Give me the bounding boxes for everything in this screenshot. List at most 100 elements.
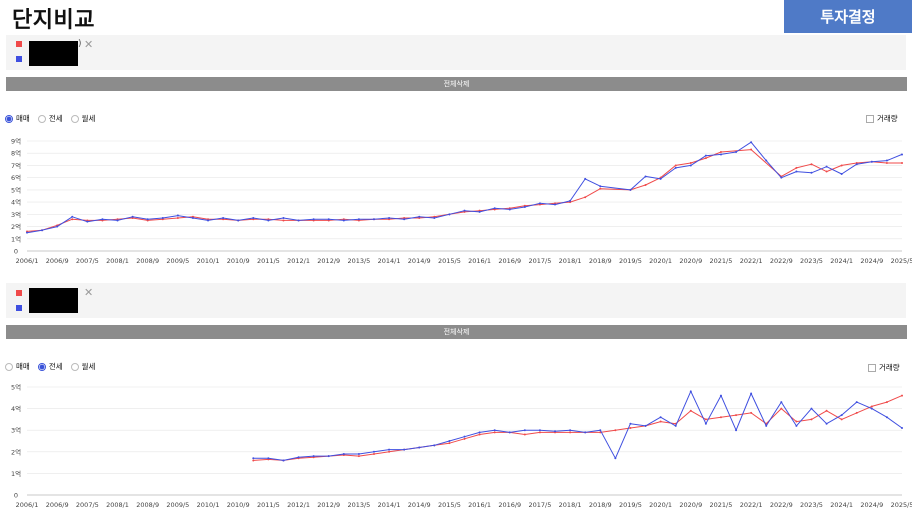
delete-all-button[interactable]: 전체삭제: [6, 77, 907, 91]
data-point-blue: [735, 429, 738, 432]
data-point-blue: [689, 390, 692, 393]
radio-sale[interactable]: [5, 114, 13, 123]
volume-label: 거래량: [877, 114, 898, 123]
data-point-blue: [780, 401, 783, 404]
y-tick-label: 8억: [11, 150, 21, 158]
data-point-blue: [765, 424, 768, 427]
data-point-blue: [282, 459, 285, 462]
y-tick-label: 1억: [11, 235, 21, 243]
data-point-red: [674, 164, 677, 167]
blue-square-icon: [16, 56, 22, 62]
x-tick-label: 2020/9: [679, 501, 702, 509]
data-point-blue: [312, 455, 315, 458]
x-tick-label: 2018/1: [559, 501, 582, 509]
data-point-blue: [342, 452, 345, 455]
x-tick-label: 2025/5: [891, 501, 912, 509]
data-point-blue: [131, 215, 134, 218]
data-point-blue: [403, 218, 406, 221]
radio-monthly[interactable]: [70, 114, 79, 123]
x-tick-label: 2006/9: [46, 257, 69, 265]
legend-entry-blue-2: [16, 305, 28, 311]
data-point-blue: [538, 429, 541, 432]
data-point-blue: [508, 431, 511, 434]
y-tick-label: 5억: [11, 384, 21, 392]
data-point-blue: [629, 188, 632, 191]
radio-monthly[interactable]: [70, 362, 79, 371]
x-tick-label: 2012/9: [317, 501, 340, 509]
data-point-red: [855, 411, 858, 414]
data-point-blue: [704, 154, 707, 157]
series-line-red: [26, 149, 902, 232]
x-tick-label: 2017/5: [528, 501, 551, 509]
data-point-blue: [599, 429, 602, 432]
data-point-red: [493, 431, 496, 434]
radio-sale[interactable]: [5, 362, 13, 371]
data-point-red: [372, 452, 375, 455]
data-point-blue: [26, 231, 28, 234]
x-tick-label: 2014/9: [408, 257, 431, 265]
x-tick-label: 2017/5: [528, 257, 551, 265]
data-point-blue: [478, 210, 481, 213]
x-tick-label: 2016/1: [468, 257, 491, 265]
data-point-blue: [252, 217, 255, 219]
radio-jeonse[interactable]: [37, 362, 46, 371]
invest-decision-button[interactable]: 투자결정: [784, 0, 912, 33]
x-tick-label: 2022/9: [770, 501, 793, 509]
data-point-red: [569, 431, 572, 434]
x-tick-label: 2015/5: [438, 257, 461, 265]
data-point-red: [719, 151, 722, 153]
x-tick-label: 2008/1: [106, 501, 129, 509]
volume-toggle-1: 거래량: [866, 113, 898, 124]
data-point-red: [629, 427, 632, 430]
x-tick-label: 2006/9: [46, 501, 69, 509]
y-tick-label: 7억: [11, 162, 21, 170]
data-point-blue: [780, 176, 783, 179]
data-point-blue: [523, 206, 526, 208]
data-point-blue: [855, 163, 858, 166]
redacted-block: [29, 41, 78, 66]
x-tick-label: 2010/1: [197, 501, 220, 509]
x-tick-label: 2011/5: [257, 501, 280, 509]
x-tick-label: 2022/1: [740, 257, 763, 265]
legend-entry-red-1: [16, 41, 28, 47]
x-tick-label: 2021/5: [710, 257, 733, 265]
radio-jeonse[interactable]: [37, 114, 46, 123]
radio-jeonse-label: 전세: [48, 114, 63, 123]
data-point-red: [704, 418, 707, 421]
legend-text-suffix: ): [78, 39, 82, 49]
x-tick-label: 2014/9: [408, 501, 431, 509]
data-point-blue: [237, 219, 240, 222]
volume-toggle-2: 거래량: [868, 362, 900, 373]
data-point-red: [810, 163, 813, 166]
volume-checkbox[interactable]: [868, 363, 876, 372]
data-point-blue: [810, 171, 813, 174]
data-point-red: [448, 442, 451, 445]
data-point-red: [599, 187, 602, 190]
data-point-red: [71, 218, 74, 221]
data-point-blue: [357, 218, 360, 221]
x-tick-label: 2016/9: [498, 257, 521, 265]
data-point-blue: [855, 401, 858, 404]
x-tick-label: 2006/1: [16, 257, 39, 265]
x-tick-label: 2016/9: [498, 501, 521, 509]
radio-sale-label: 매매: [16, 114, 30, 123]
x-tick-label: 2014/1: [378, 257, 401, 265]
close-icon[interactable]: ✕: [84, 38, 94, 51]
x-tick-label: 2009/5: [166, 501, 189, 509]
data-point-blue: [312, 218, 315, 221]
y-tick-label: 3억: [11, 211, 21, 219]
volume-label: 거래량: [879, 363, 900, 372]
delete-all-button[interactable]: 전체삭제: [6, 325, 907, 339]
data-point-blue: [297, 219, 300, 222]
data-point-blue: [704, 422, 707, 425]
data-point-blue: [523, 429, 526, 432]
data-point-blue: [372, 450, 375, 453]
x-tick-label: 2009/5: [166, 257, 189, 265]
data-point-blue: [71, 215, 74, 218]
x-tick-label: 2012/1: [287, 501, 310, 509]
volume-checkbox[interactable]: [866, 114, 874, 123]
data-point-blue: [659, 177, 662, 180]
data-point-blue: [719, 153, 722, 156]
data-point-red: [463, 437, 466, 440]
close-icon[interactable]: ✕: [84, 286, 94, 299]
